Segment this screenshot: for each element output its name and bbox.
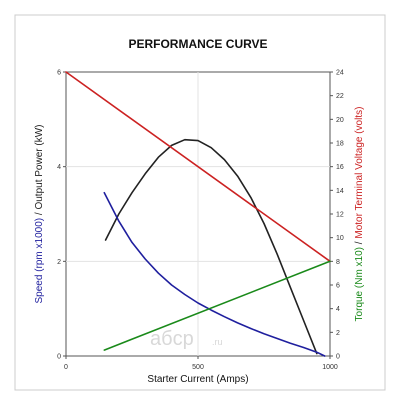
right-tick-label: 16 (336, 164, 344, 171)
axis-label-part: Motor Terminal Voltage (volts) (354, 107, 365, 239)
watermark-suffix: .ru (212, 337, 223, 347)
right-tick-label: 10 (336, 235, 344, 242)
axis-label-part: / (34, 210, 45, 218)
right-axis-label: Torque (Nm x10) / Motor Terminal Voltage… (354, 107, 365, 322)
watermark-text: aбcp (150, 328, 194, 350)
left-tick-label: 4 (57, 164, 61, 171)
right-tick-label: 4 (336, 306, 340, 313)
right-tick-label: 2 (336, 330, 340, 337)
series-line-3 (103, 260, 331, 351)
right-tick-label: 24 (336, 70, 344, 77)
series-line-1 (103, 191, 326, 357)
series-line-2 (65, 71, 331, 263)
right-tick-label: 20 (336, 117, 344, 124)
axis-label-part: Speed (rpm x1000) (34, 218, 45, 304)
right-tick-label: 6 (336, 283, 340, 290)
left-axis-label: Speed (rpm x1000) / Output Power (kW) (34, 125, 45, 304)
series-line-0 (104, 138, 318, 355)
right-tick-label: 12 (336, 212, 344, 219)
left-tick-label: 2 (57, 259, 61, 266)
axis-label-part: / (354, 239, 365, 247)
right-tick-label: 22 (336, 93, 344, 100)
left-tick-label: 6 (57, 70, 61, 77)
watermark: aбcp .ru (150, 328, 223, 350)
right-tick-label: 0 (336, 354, 340, 361)
x-tick-label: 0 (64, 364, 68, 371)
left-tick-label: 0 (57, 354, 61, 361)
chart-title: PERFORMANCE CURVE (128, 37, 267, 51)
axis-label-part: Output Power (kW) (34, 125, 45, 210)
chart-frame (14, 14, 386, 391)
x-axis-ticks: 0 500 1000 (64, 356, 338, 371)
x-tick-label: 500 (192, 364, 204, 371)
right-tick-label: 14 (336, 188, 344, 195)
series-layer (65, 71, 331, 357)
axis-label-part: Torque (Nm x10) (354, 247, 365, 321)
right-tick-label: 8 (336, 259, 340, 266)
x-tick-label: 1000 (322, 364, 338, 371)
right-tick-label: 18 (336, 141, 344, 148)
left-axis-ticks: 0 2 4 6 (57, 70, 66, 361)
x-axis-label: Starter Current (Amps) (147, 374, 248, 385)
